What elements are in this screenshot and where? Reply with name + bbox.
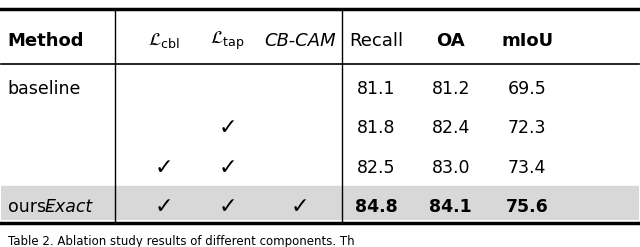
Text: ✓: ✓: [155, 197, 173, 217]
Text: Method: Method: [8, 32, 84, 50]
Text: baseline: baseline: [8, 80, 81, 98]
Bar: [1, 186, 639, 226]
Text: 75.6: 75.6: [506, 198, 548, 216]
Text: Table 2. Ablation study results of different components. Th: Table 2. Ablation study results of diffe…: [8, 235, 355, 247]
Text: ✓: ✓: [218, 197, 237, 217]
Text: mIoU: mIoU: [501, 32, 553, 50]
Text: 82.4: 82.4: [431, 119, 470, 137]
Text: 69.5: 69.5: [508, 80, 547, 98]
Text: 81.8: 81.8: [357, 119, 396, 137]
Text: 82.5: 82.5: [357, 159, 396, 177]
Text: ours-: ours-: [8, 198, 52, 216]
Text: 84.1: 84.1: [429, 198, 472, 216]
Text: CB-CAM: CB-CAM: [264, 32, 335, 50]
Text: $\mathcal{L}_{\mathrm{tap}}$: $\mathcal{L}_{\mathrm{tap}}$: [211, 30, 245, 52]
Text: ✓: ✓: [218, 158, 237, 178]
Text: 81.2: 81.2: [431, 80, 470, 98]
Text: 81.1: 81.1: [357, 80, 396, 98]
Text: 73.4: 73.4: [508, 159, 547, 177]
Text: ✓: ✓: [291, 197, 309, 217]
Text: ✓: ✓: [218, 118, 237, 138]
Text: 72.3: 72.3: [508, 119, 547, 137]
Text: OA: OA: [436, 32, 465, 50]
Text: 84.8: 84.8: [355, 198, 397, 216]
Text: ✓: ✓: [155, 158, 173, 178]
Text: Recall: Recall: [349, 32, 403, 50]
Text: $\mathcal{L}_{\mathrm{cbl}}$: $\mathcal{L}_{\mathrm{cbl}}$: [148, 31, 180, 50]
Text: 83.0: 83.0: [431, 159, 470, 177]
Text: Exact: Exact: [45, 198, 93, 216]
